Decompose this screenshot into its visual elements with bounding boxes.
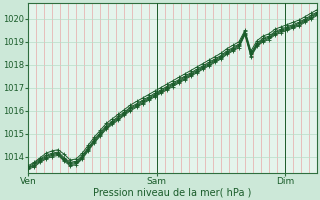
X-axis label: Pression niveau de la mer( hPa ): Pression niveau de la mer( hPa ): [93, 187, 252, 197]
